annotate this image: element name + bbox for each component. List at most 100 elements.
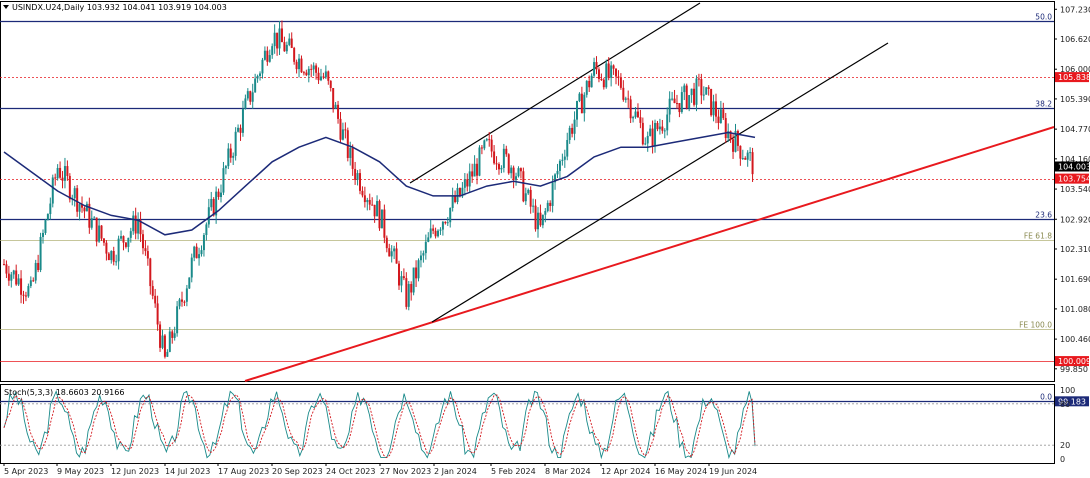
price-tag-box [1055,161,1089,172]
candle-body [202,235,205,251]
candle-body [600,78,603,80]
candle-body [610,65,613,78]
candle-body [656,122,659,130]
candle-body [576,101,579,120]
candle-body [344,129,347,131]
candle-body [602,79,605,88]
candle-body [678,103,681,113]
candle-body [261,59,264,74]
candle-body [224,166,227,169]
candle-body [502,148,505,168]
candle-body [42,232,45,237]
candle-body [37,262,40,271]
level-label: FE 100.0 [1019,321,1052,330]
candle-body [585,80,588,95]
stoch-tick-label: 100 [1060,386,1075,395]
candle-body [522,171,525,202]
candle-body [512,167,515,180]
candle-body [144,248,147,252]
candle-body [529,189,532,207]
candle-body [217,191,220,197]
candle-body [332,88,335,109]
candle-body [78,204,81,212]
candle-body [617,76,620,78]
candle-body [127,237,130,247]
candle-body [695,78,698,105]
main-pane-frame [0,1,1055,464]
candle-body [707,87,710,89]
candle-body [395,248,398,264]
candle-body [195,246,198,259]
candle-body [641,122,644,145]
candle-body [468,171,471,187]
candle-body [178,299,181,307]
candle-body [644,143,647,145]
candle-body [402,276,405,279]
stoch-k-line [3,390,756,460]
horizontal-levels: 50.0 38.2 23.6 FE 61.8 FE 100.0 0.0 [0,13,1054,403]
candle-body [427,237,430,242]
candle-body [673,98,676,104]
candle-body [66,166,69,176]
candle-body [124,242,127,247]
candle-body [622,87,625,100]
time-tick-label: 16 May 2024 [655,467,707,476]
candle-body [658,126,661,130]
candle-body [139,220,142,235]
candle-body [351,147,354,169]
candle-body [246,91,249,99]
candle-body [137,220,140,234]
candle-body [120,236,123,239]
candle-body [456,187,459,203]
candle-body [273,32,276,47]
candle-body [293,47,296,62]
candle-body [536,212,539,230]
candle-body [654,122,657,146]
time-tick-label: 5 Feb 2024 [491,467,536,476]
time-tick-label: 2 Jan 2024 [434,467,477,476]
level-label: 23.6 [1035,211,1052,220]
candle-body [244,98,247,109]
candle-body [727,131,730,139]
candle-body [51,177,54,204]
price-tag-label: 99.183 [1058,397,1086,406]
candle-body [583,94,586,114]
price-tick-label: 103.540 [1060,185,1090,194]
candle-body [434,230,437,237]
candle-body [32,280,35,282]
stoch-tick-label: 0 [1060,455,1065,464]
candle-body [517,168,520,177]
candle-body [483,140,486,149]
dropdown-triangle-icon[interactable] [3,5,9,9]
candle-body [149,258,152,287]
candle-body [497,164,500,170]
candle-body [393,248,396,252]
candle-body [237,127,240,132]
candle-body [307,68,310,76]
candle-body [154,295,157,304]
candle-body [361,190,364,196]
candle-body [744,158,747,160]
price-tick-label: 106.620 [1060,35,1090,44]
candle-body [88,203,91,228]
channel-lower-line [431,42,889,323]
candle-body [571,127,574,134]
level-label: 0.0 [1040,393,1052,402]
candle-body [500,167,503,170]
candle-body [685,85,688,109]
candle-body [615,68,618,77]
candle-body [439,229,442,231]
candle-body [156,303,159,325]
candle-body [176,306,179,334]
candle-body [159,324,162,348]
candle-body [234,131,237,156]
candle-body [432,228,435,231]
candle-body [46,214,49,221]
candle-body [400,276,403,286]
candle-body [300,58,303,73]
candle-body [90,218,93,228]
candle-body [415,267,418,279]
time-tick-label: 12 Apr 2024 [601,467,650,476]
candle-body [480,147,483,149]
